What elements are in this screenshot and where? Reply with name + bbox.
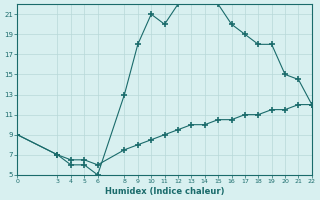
X-axis label: Humidex (Indice chaleur): Humidex (Indice chaleur) — [105, 187, 224, 196]
